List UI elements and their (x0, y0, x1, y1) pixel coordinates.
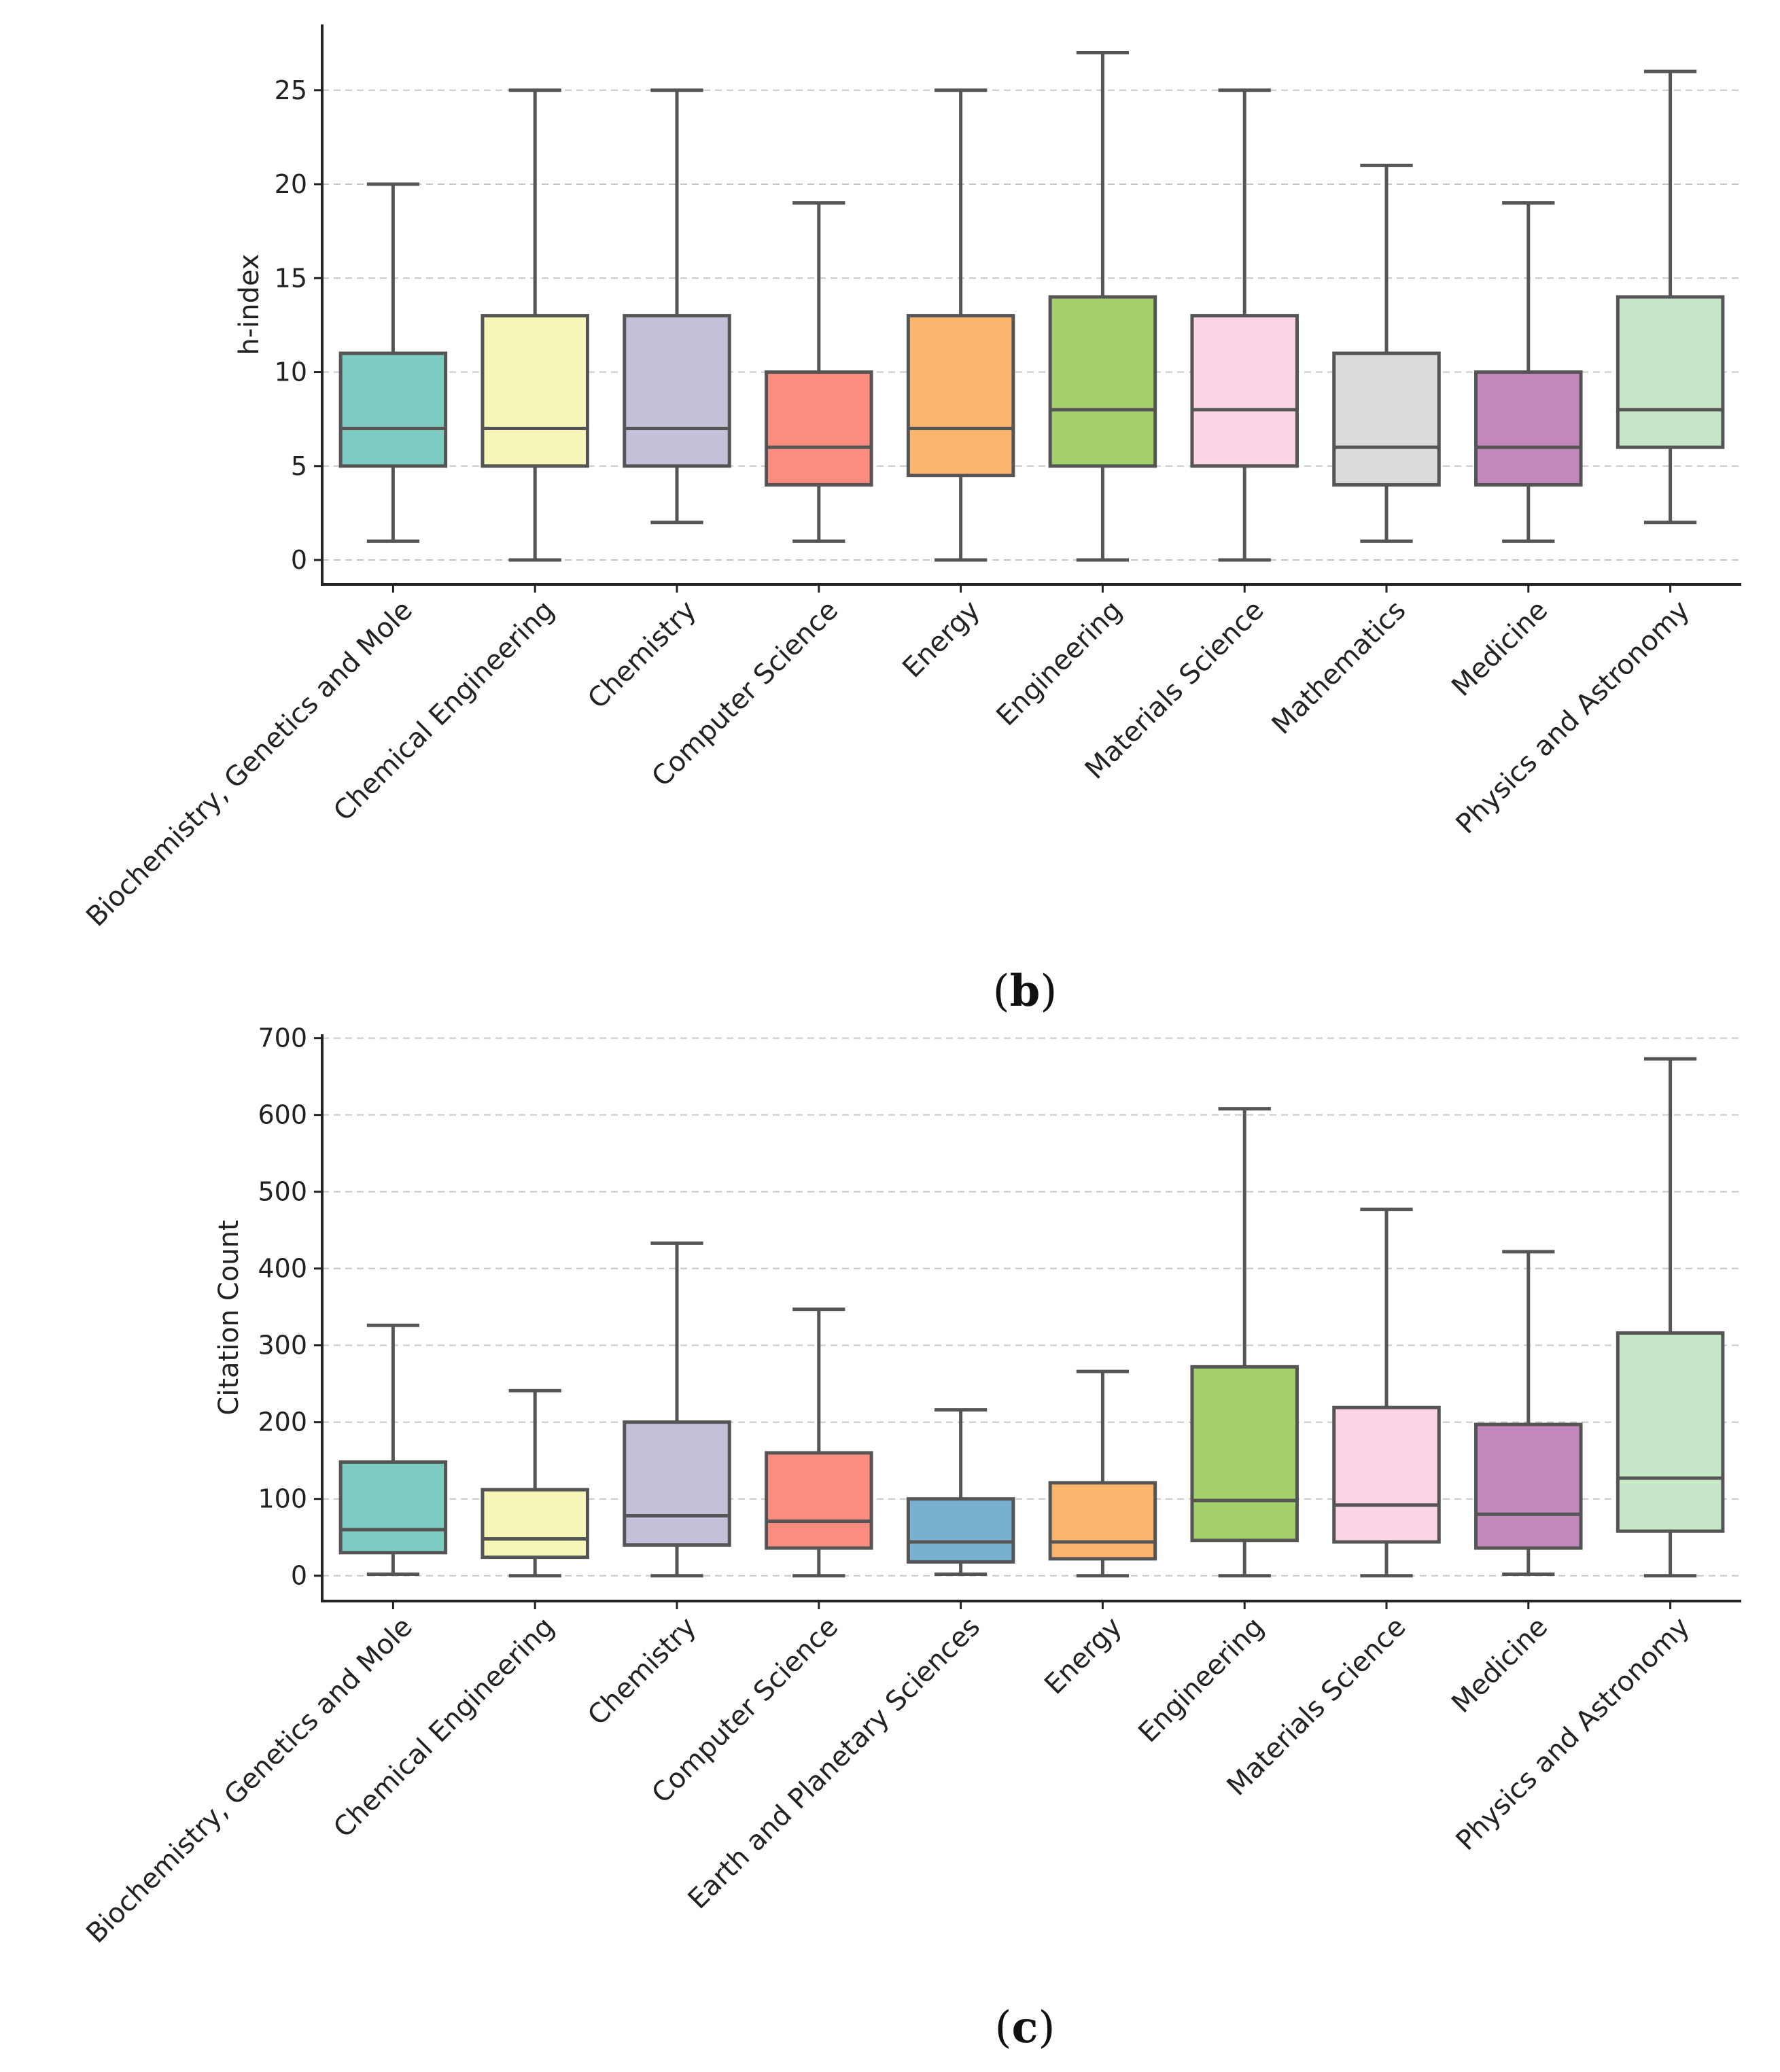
panel-caption: (b) (993, 966, 1058, 1017)
box-8 (1332, 1208, 1441, 1578)
axis-spines (321, 24, 1741, 586)
iqr-box (906, 1497, 1015, 1564)
box-2 (481, 1388, 589, 1578)
axis-spines (321, 1034, 1741, 1602)
box-10 (1616, 69, 1725, 525)
y-tick-label: 15 (275, 263, 307, 293)
box-8 (1332, 163, 1441, 543)
iqr-box (906, 314, 1015, 478)
caption-letter: b (1010, 966, 1041, 1017)
x-category-label: Physics and Astronomy (1450, 595, 1696, 840)
box-6 (1048, 1369, 1157, 1578)
iqr-box (1190, 1365, 1299, 1543)
box-4 (765, 1307, 873, 1578)
y-tick-label: 0 (291, 545, 307, 575)
y-tick-label: 5 (291, 451, 307, 481)
box-9 (1474, 201, 1583, 543)
iqr-box (1616, 295, 1725, 449)
iqr-box (338, 1460, 448, 1555)
iqr-box (765, 370, 873, 487)
y-tick-label: 0 (291, 1561, 307, 1591)
iqr-box (1616, 1331, 1725, 1533)
y-tick-label: 10 (275, 357, 307, 387)
y-tick-label: 400 (258, 1254, 307, 1284)
box-1 (338, 1323, 448, 1576)
box-6 (1048, 50, 1157, 562)
caption-close-paren: ) (1040, 966, 1057, 1017)
x-category-label: Medicine (1446, 595, 1554, 703)
iqr-box (623, 1420, 731, 1547)
x-category-label: Mathematics (1266, 595, 1412, 741)
box-1 (338, 182, 448, 543)
box-3 (623, 88, 731, 525)
y-axis-title: Citation Count (213, 1220, 245, 1415)
box-5 (906, 88, 1015, 562)
box-10 (1616, 1057, 1725, 1578)
y-tick-label: 500 (258, 1177, 307, 1207)
x-category-label: Medicine (1446, 1611, 1554, 1719)
iqr-box (1048, 1481, 1157, 1561)
iqr-box (765, 1451, 873, 1550)
iqr-box (623, 314, 731, 468)
x-category-label: Engineering (991, 595, 1128, 732)
iqr-box (481, 1488, 589, 1560)
iqr-box (338, 351, 448, 468)
iqr-box (1474, 370, 1583, 487)
box-7 (1190, 88, 1299, 562)
panel-b-chart: 0 5 10 15 20 25 h-index Biochemistry, Genetics … (80, 24, 1741, 1017)
x-category-label: Energy (1039, 1611, 1128, 1701)
box-2 (481, 88, 589, 562)
iqr-box (1190, 314, 1299, 468)
iqr-box (1332, 351, 1441, 487)
iqr-box (1474, 1422, 1583, 1550)
panel-caption: (c) (995, 2002, 1055, 2053)
iqr-box (481, 314, 589, 468)
y-tick-label: 20 (275, 169, 307, 199)
x-category-label: Engineering (1132, 1611, 1270, 1749)
x-category-label: Biochemistry, Genetics and Mole (80, 595, 419, 933)
y-tick-label: 300 (258, 1331, 307, 1360)
box-3 (623, 1241, 731, 1578)
y-tick-label: 700 (258, 1023, 307, 1053)
y-tick-label: 600 (258, 1100, 307, 1130)
box-9 (1474, 1250, 1583, 1576)
box-5 (906, 1408, 1015, 1576)
x-category-label: Biochemistry, Genetics and Mole (80, 1611, 419, 1950)
box-4 (765, 201, 873, 543)
caption-letter: c (1012, 2002, 1039, 2053)
y-axis-title: h-index (234, 253, 265, 355)
y-tick-label: 100 (258, 1484, 307, 1514)
iqr-box (1048, 295, 1157, 468)
box-7 (1190, 1107, 1299, 1578)
y-tick-label: 200 (258, 1407, 307, 1437)
x-category-label: Earth and Planetary Sciences (682, 1611, 986, 1915)
y-tick-label: 25 (275, 75, 307, 105)
iqr-box (1332, 1405, 1441, 1544)
x-category-label: Physics and Astronomy (1450, 1611, 1696, 1857)
caption-open-paren: ( (995, 2003, 1012, 2053)
caption-close-paren: ) (1038, 2003, 1055, 2053)
x-category-label: Chemistry (582, 1611, 702, 1732)
panel-c-chart: 0 100 200 300 400 500 600 700 Citation Count Bioc… (80, 1023, 1741, 2053)
caption-open-paren: ( (993, 966, 1010, 1017)
x-category-label: Chemistry (582, 595, 702, 715)
x-category-label: Energy (896, 595, 986, 684)
